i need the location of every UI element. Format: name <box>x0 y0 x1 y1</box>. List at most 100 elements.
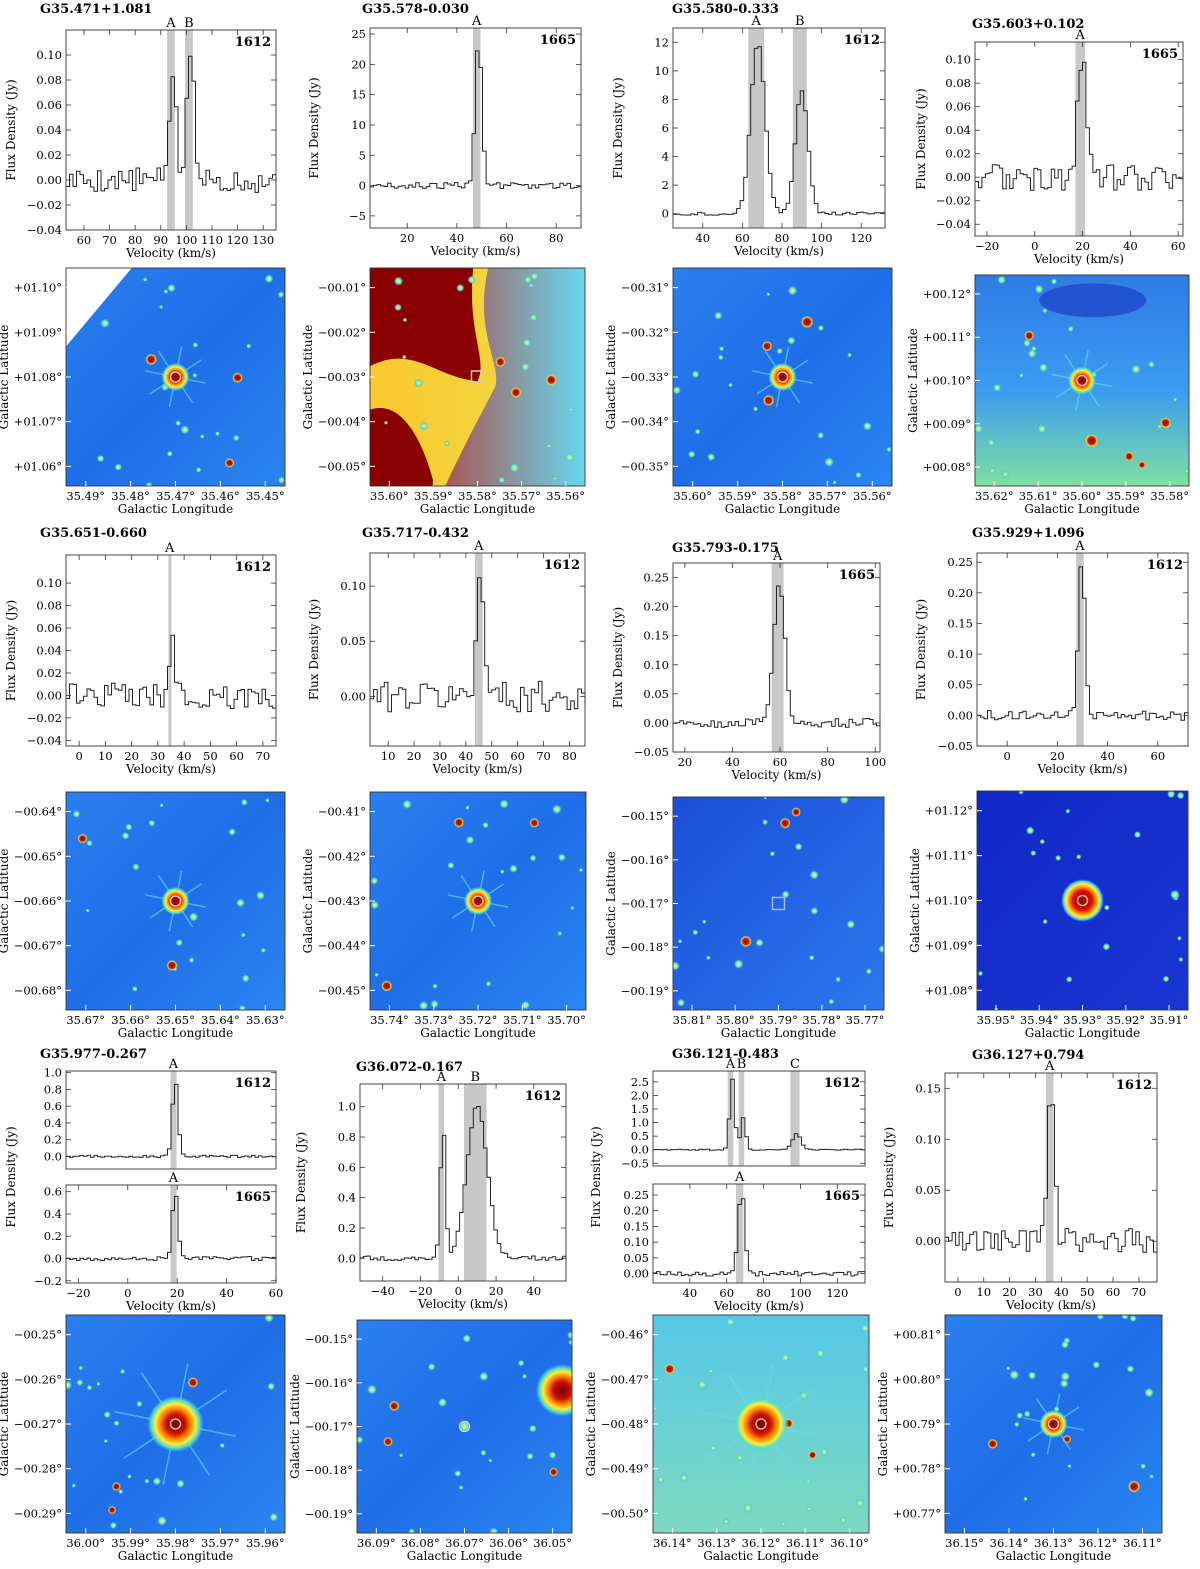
x-axis-label: Velocity (km/s) <box>430 244 521 258</box>
cloud-core <box>370 408 435 486</box>
source-title: G35.793-0.175 <box>672 541 779 556</box>
x-tick-label: 35.80° <box>716 1013 755 1027</box>
y-tick-label: −00.48° <box>601 1417 649 1431</box>
x-tick-label: 35.78° <box>802 1013 841 1027</box>
x-tick-label: 120 <box>850 231 872 245</box>
blank-region <box>66 268 132 347</box>
x-tick-label: 50 <box>203 749 218 763</box>
y-tick-label: 2.5 <box>631 1075 649 1089</box>
field-star <box>96 454 105 463</box>
y-axis-label: Galactic Latitude <box>301 325 315 430</box>
field-star <box>499 869 505 875</box>
field-star <box>485 980 492 987</box>
field-star <box>462 1334 472 1343</box>
x-tick-label: 60 <box>229 749 244 763</box>
field-star <box>1060 1371 1071 1382</box>
feature-label: A <box>168 1057 179 1072</box>
field-star <box>687 450 696 459</box>
y-tick-label: 0.00 <box>36 688 62 702</box>
x-tick-label: 35.56° <box>853 489 892 503</box>
y-tick-label: −00.05° <box>318 459 366 473</box>
y-tick-label: 2.0 <box>631 1088 649 1102</box>
y-tick-label: −00.29° <box>14 1506 62 1520</box>
field-star <box>71 1483 77 1488</box>
x-axis-label: Velocity (km/s) <box>125 246 216 260</box>
field-star <box>694 428 701 435</box>
field-star <box>119 1368 126 1375</box>
bright-star <box>545 374 558 386</box>
y-tick-label: −00.01° <box>318 281 366 295</box>
plot-frame <box>944 1072 1158 1283</box>
y-tick-label: +01.10° <box>14 281 62 295</box>
field-star <box>718 346 725 352</box>
y-tick-label: −00.66° <box>14 894 62 908</box>
feature-highlight-A <box>1045 1073 1054 1282</box>
source-title: G35.717-0.432 <box>362 526 469 541</box>
x-tick-label: 0 <box>1031 239 1038 253</box>
x-axis-label: Galactic Longitude <box>1025 1026 1140 1040</box>
y-tick-label: 0.10 <box>36 48 62 62</box>
field-star <box>656 1475 665 1484</box>
y-tick-label: −00.46° <box>601 1328 649 1342</box>
source-title: G35.580-0.333 <box>672 2 779 17</box>
y-axis-label: Galactic Latitude <box>0 1372 11 1477</box>
x-tick-label: 35.65° <box>156 1013 195 1027</box>
field-star <box>865 968 873 975</box>
y-tick-label: +01.10° <box>925 894 973 908</box>
x-tick-label: 20 <box>170 1286 185 1300</box>
x-tick-label: 100 <box>811 231 833 245</box>
field-star <box>861 1365 869 1373</box>
field-star <box>159 304 164 309</box>
x-tick-label: 80 <box>775 231 790 245</box>
field-star <box>1038 362 1049 373</box>
sky-map: 35.49° 35.48° 35.47° 35.46° 35.45° Galactic L… <box>0 267 286 516</box>
feature-highlight-A <box>735 1184 744 1283</box>
y-tick-label: 0.00 <box>36 173 62 187</box>
field-star <box>702 919 707 925</box>
frequency-label: 1612 <box>824 1076 860 1091</box>
sky-map: 36.14° 36.13° 36.12° 36.11° 36.10° Galactic L… <box>584 1314 870 1563</box>
field-star <box>458 1485 464 1490</box>
x-tick-label: 40 <box>683 1286 698 1300</box>
spectrum-line <box>673 585 881 728</box>
y-tick-label: 0.6 <box>44 1185 62 1199</box>
x-tick-label: 40 <box>1054 1285 1069 1299</box>
y-tick-label: −00.02° <box>318 325 366 339</box>
x-tick-label: 35.81° <box>673 1013 712 1027</box>
y-tick-label: 2 <box>662 178 669 192</box>
y-tick-label: −0.04 <box>27 223 62 237</box>
field-star <box>1055 854 1062 861</box>
sky-map: 35.81° 35.80° 35.79° 35.78° 35.77° Galactic L… <box>604 796 885 1040</box>
y-tick-label: 0.10 <box>643 658 669 672</box>
field-star <box>1162 975 1170 983</box>
bright-star <box>232 372 244 384</box>
y-tick-label: 0.10 <box>36 576 62 590</box>
field-star <box>1065 976 1073 983</box>
field-star <box>1026 826 1035 835</box>
frequency-label: 1665 <box>1142 47 1178 62</box>
dark-lane <box>1039 283 1147 318</box>
x-tick-label: 130 <box>252 233 274 247</box>
field-star <box>142 277 148 282</box>
field-star <box>277 291 285 298</box>
field-star <box>132 863 140 871</box>
field-star <box>1137 460 1146 469</box>
field-star <box>722 1518 730 1525</box>
spectrum-chart: G35.471+1.081 A B −0.04 −0.02 0.00 0.02 0.04 0.0… <box>4 2 277 260</box>
x-tick-label: 35.46° <box>201 489 240 503</box>
y-tick-label: 0.5 <box>631 1129 649 1143</box>
x-tick-label: 35.45° <box>246 489 285 503</box>
field-star <box>76 1378 84 1387</box>
field-star <box>815 1349 825 1358</box>
y-tick-label: −00.17° <box>621 897 669 911</box>
y-tick-label: 4 <box>662 150 669 164</box>
spectrum-panel: A B −0.04 −0.02 0.00 0.02 0.04 0.06 0.08 0.10 60 70… <box>27 16 277 260</box>
field-star <box>817 431 825 439</box>
sky-map: 35.95° 35.94° 35.93° 35.92° 35.91° Galactic L… <box>908 790 1189 1040</box>
x-tick-label: 60 <box>510 749 525 763</box>
feature-label: A <box>473 539 484 554</box>
target-source <box>1060 878 1105 923</box>
spectrum-line <box>673 46 886 216</box>
y-tick-label: 0.05 <box>947 678 973 692</box>
y-tick-label: 0.00 <box>915 1234 941 1248</box>
